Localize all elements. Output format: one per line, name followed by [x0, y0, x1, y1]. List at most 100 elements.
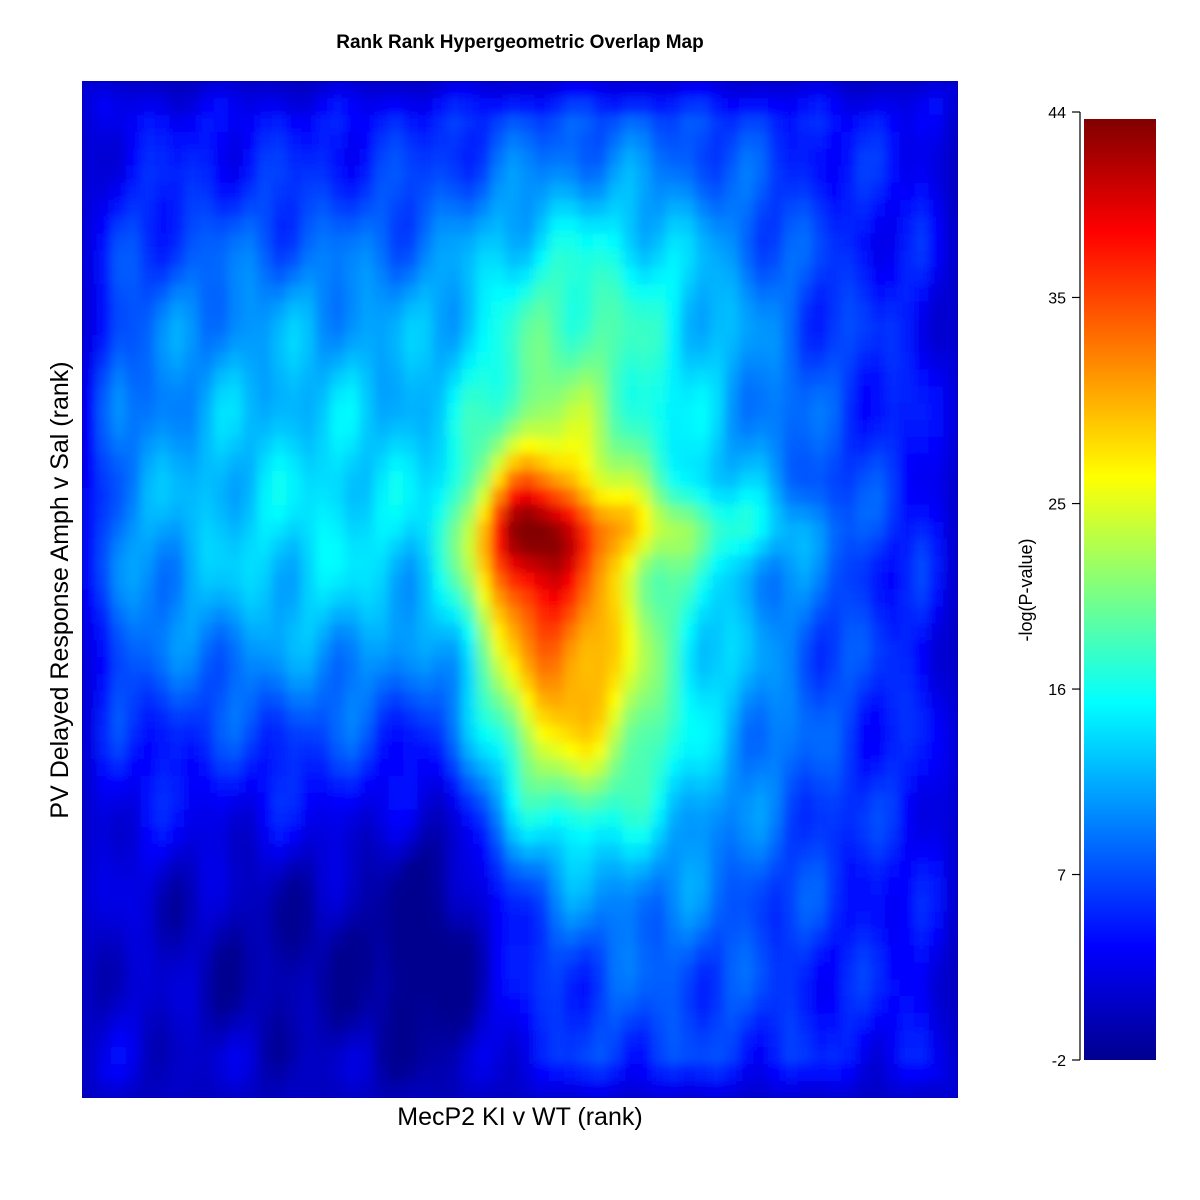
heatmap-cell: [228, 1013, 244, 1031]
heatmap-cell: [636, 504, 653, 523]
heatmap-cell: [709, 487, 726, 506]
heatmap-cell: [301, 1030, 317, 1048]
heatmap-cell: [520, 843, 536, 862]
heatmap-cell: [928, 826, 945, 845]
heatmap-cell: [257, 453, 273, 472]
heatmap-cell: [768, 1030, 784, 1048]
heatmap-cell: [330, 1081, 346, 1098]
heatmap-cell: [812, 657, 828, 676]
heatmap-cell: [855, 420, 872, 438]
heatmap-cell: [257, 1047, 273, 1065]
heatmap-cell: [666, 267, 682, 286]
heatmap-cell: [403, 403, 419, 421]
heatmap-cell: [476, 725, 492, 743]
heatmap-cell: [490, 809, 507, 828]
heatmap-cell: [169, 1064, 185, 1082]
heatmap-cell: [286, 1081, 302, 1098]
heatmap-cell: [476, 1081, 492, 1098]
heatmap-cell: [782, 572, 799, 591]
heatmap-cell: [578, 742, 594, 760]
heatmap-cell: [82, 1013, 98, 1031]
heatmap-cell: [271, 759, 288, 777]
heatmap-cell: [622, 267, 638, 286]
heatmap-cell: [330, 979, 346, 998]
heatmap-cell: [622, 759, 638, 777]
heatmap-cell: [359, 386, 375, 404]
heatmap-cell: [578, 860, 594, 879]
heatmap-cell: [753, 792, 769, 811]
heatmap-cell: [286, 81, 302, 99]
heatmap-cell: [928, 911, 945, 930]
heatmap-cell: [374, 131, 390, 150]
heatmap-cell: [213, 114, 229, 133]
heatmap-cell: [855, 691, 872, 709]
heatmap-cell: [198, 979, 215, 998]
heatmap-cell: [169, 725, 185, 743]
heatmap-cell: [593, 996, 609, 1015]
heatmap-cell: [578, 97, 594, 116]
heatmap-cell: [403, 335, 419, 353]
heatmap-cell: [563, 860, 580, 879]
heatmap-cell: [490, 640, 507, 659]
heatmap-cell: [928, 1064, 945, 1082]
heatmap-cell: [388, 589, 404, 608]
heatmap-cell: [344, 708, 361, 726]
heatmap-cell: [490, 216, 507, 235]
heatmap-cell: [593, 114, 609, 133]
heatmap-cell: [622, 233, 638, 252]
y-axis-label: PV Delayed Response Amph v Sal (rank): [46, 361, 74, 818]
heatmap-cell: [461, 877, 477, 896]
heatmap-cell: [476, 877, 492, 896]
heatmap-cell: [461, 199, 477, 218]
heatmap-cell: [782, 996, 799, 1015]
heatmap-cell: [768, 674, 784, 692]
heatmap-cell: [140, 369, 156, 387]
heatmap-cell: [753, 555, 769, 574]
heatmap-cell: [622, 775, 638, 794]
heatmap-cell: [870, 182, 886, 201]
heatmap-cell: [914, 725, 930, 743]
heatmap-cell: [417, 809, 434, 828]
heatmap-cell: [782, 928, 799, 947]
heatmap-cell: [111, 742, 127, 760]
heatmap-cell: [622, 487, 638, 506]
heatmap-cell: [768, 555, 784, 574]
heatmap-cell: [914, 1047, 930, 1065]
heatmap-cell: [155, 674, 171, 692]
heatmap-cell: [257, 1030, 273, 1048]
heatmap-cell: [578, 555, 594, 574]
heatmap-cell: [242, 521, 258, 540]
heatmap-cell: [417, 877, 434, 896]
heatmap-cell: [140, 792, 156, 811]
heatmap-cell: [359, 233, 375, 252]
heatmap-cell: [96, 860, 112, 879]
heatmap-cell: [140, 843, 156, 862]
heatmap-cell: [344, 1081, 361, 1098]
heatmap-cell: [622, 453, 638, 472]
heatmap-cell: [374, 572, 390, 591]
heatmap-cell: [505, 555, 521, 574]
heatmap-cell: [695, 657, 711, 676]
heatmap-cell: [301, 182, 317, 201]
heatmap-cell: [461, 436, 477, 455]
heatmap-cell: [96, 369, 112, 387]
heatmap-cell: [578, 674, 594, 692]
heatmap-cell: [899, 216, 915, 235]
heatmap-cell: [344, 267, 361, 286]
heatmap-cell: [753, 386, 769, 404]
heatmap-cell: [841, 606, 857, 625]
heatmap-cell: [125, 487, 142, 506]
heatmap-cell: [782, 284, 799, 303]
heatmap-cell: [593, 945, 609, 964]
heatmap-cell: [228, 962, 244, 981]
heatmap-cell: [271, 538, 288, 557]
heatmap-cell: [315, 420, 331, 438]
heatmap-cell: [242, 877, 258, 896]
heatmap-cell: [578, 267, 594, 286]
heatmap-cell: [578, 81, 594, 99]
heatmap-cell: [943, 674, 958, 692]
heatmap-cell: [812, 199, 828, 218]
heatmap-cell: [622, 1064, 638, 1082]
heatmap-cell: [666, 386, 682, 404]
heatmap-cell: [549, 640, 565, 659]
